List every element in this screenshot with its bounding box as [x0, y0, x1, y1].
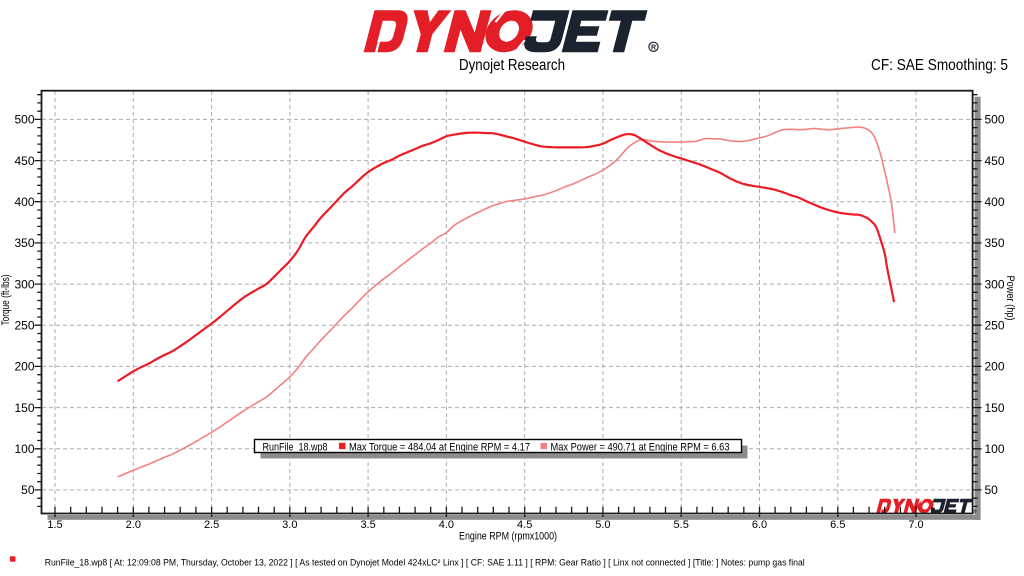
svg-text:350: 350	[14, 236, 34, 250]
svg-text:500: 500	[14, 113, 34, 127]
svg-text:100: 100	[985, 442, 1005, 456]
svg-text:3.5: 3.5	[360, 519, 375, 531]
svg-text:4.5: 4.5	[517, 519, 532, 531]
svg-text:2.0: 2.0	[126, 519, 141, 531]
svg-text:4.0: 4.0	[439, 519, 454, 531]
svg-text:200: 200	[14, 360, 34, 374]
svg-text:250: 250	[14, 318, 34, 332]
svg-text:400: 400	[985, 195, 1005, 209]
svg-text:Max Power = 490.71 at Engine R: Max Power = 490.71 at Engine RPM = 6.63	[551, 441, 730, 453]
svg-text:CF: SAE Smoothing: 5: CF: SAE Smoothing: 5	[871, 57, 1008, 74]
svg-text:RunFile_18.wp8: RunFile_18.wp8	[263, 441, 328, 453]
svg-text:450: 450	[14, 154, 34, 168]
svg-text:450: 450	[985, 154, 1005, 168]
svg-text:6.5: 6.5	[830, 519, 845, 531]
svg-text:RunFile_18.wp8 [ At: 12:09:08: RunFile_18.wp8 [ At: 12:09:08 PM, Thursd…	[45, 558, 805, 568]
svg-text:3.0: 3.0	[282, 519, 297, 531]
svg-text:R: R	[651, 44, 656, 51]
svg-text:5.5: 5.5	[674, 519, 689, 531]
svg-text:1.5: 1.5	[47, 519, 62, 531]
svg-text:150: 150	[14, 401, 34, 415]
svg-text:Max Torque = 484.04 at Engine: Max Torque = 484.04 at Engine RPM = 4.17	[349, 441, 530, 453]
svg-text:300: 300	[14, 277, 34, 291]
svg-text:Power (hp): Power (hp)	[1004, 276, 1016, 321]
svg-text:300: 300	[985, 277, 1005, 291]
svg-text:150: 150	[985, 401, 1005, 415]
svg-text:Engine RPM (rpmx1000): Engine RPM (rpmx1000)	[459, 530, 557, 542]
svg-text:2.5: 2.5	[204, 519, 219, 531]
svg-text:50: 50	[21, 483, 35, 497]
svg-text:100: 100	[14, 442, 34, 456]
svg-text:500: 500	[985, 113, 1005, 127]
svg-text:400: 400	[14, 195, 34, 209]
svg-text:200: 200	[985, 360, 1005, 374]
svg-text:350: 350	[985, 236, 1005, 250]
svg-text:Dynojet Research: Dynojet Research	[459, 57, 565, 74]
svg-text:6.0: 6.0	[752, 519, 767, 531]
svg-text:Torque (ft-lbs): Torque (ft-lbs)	[0, 275, 12, 326]
svg-text:5.0: 5.0	[595, 519, 610, 531]
svg-text:250: 250	[985, 318, 1005, 332]
svg-text:7.0: 7.0	[908, 519, 923, 531]
svg-text:50: 50	[985, 483, 999, 497]
